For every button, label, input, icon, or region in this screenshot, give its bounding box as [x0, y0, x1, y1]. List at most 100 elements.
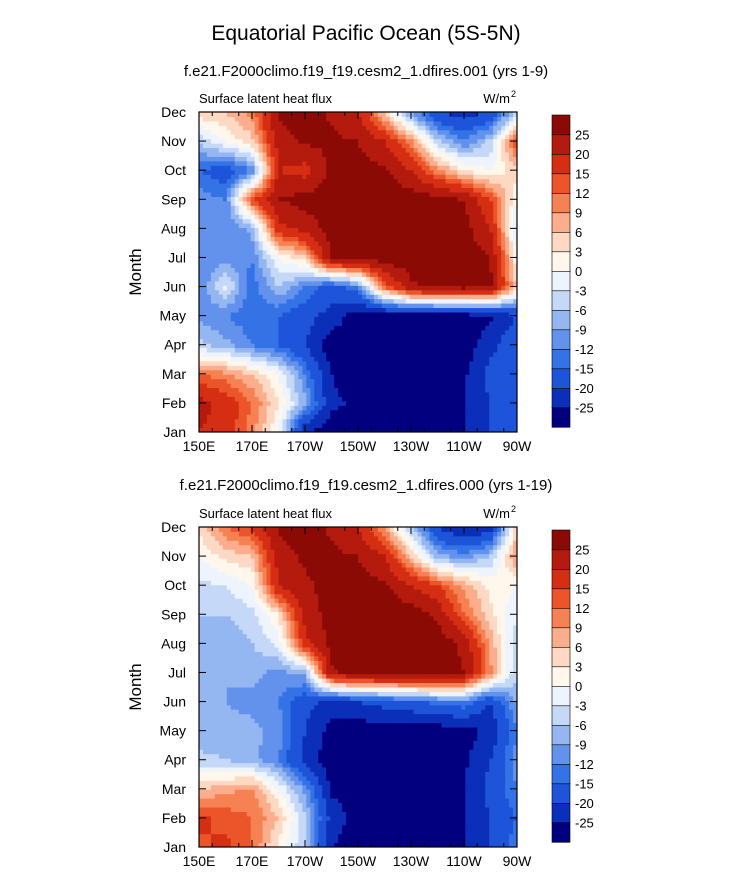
heatmap-cell: [429, 307, 435, 313]
heatmap-cell: [250, 227, 256, 233]
heatmap-cell: [358, 254, 363, 260]
heatmap-cell: [393, 294, 399, 300]
heatmap-cell: [409, 192, 415, 197]
heatmap-cell: [274, 356, 279, 362]
heatmap-cell: [425, 329, 431, 335]
heatmap-cell: [481, 405, 486, 411]
heatmap-cell: [234, 307, 240, 313]
heatmap-cell: [477, 374, 482, 380]
heatmap-cell: [505, 383, 510, 389]
heatmap-cell: [413, 223, 419, 229]
heatmap-cell: [258, 409, 264, 415]
heatmap-cell: [358, 169, 363, 175]
heatmap-cell: [238, 423, 244, 429]
heatmap-cell: [513, 174, 518, 180]
heatmap-cell: [361, 392, 367, 397]
heatmap-cell: [385, 174, 391, 180]
heatmap-cell: [254, 360, 260, 366]
heatmap-cell: [413, 396, 419, 402]
heatmap-cell: [354, 423, 359, 429]
heatmap-cell: [302, 400, 307, 406]
heatmap-cell: [358, 285, 363, 291]
heatmap-cell: [485, 303, 490, 309]
heatmap-cell: [485, 236, 490, 242]
heatmap-cell: [397, 160, 403, 166]
heatmap-cell: [282, 356, 287, 362]
heatmap-cell: [373, 280, 379, 286]
heatmap-cell: [465, 263, 470, 269]
heatmap-cell: [369, 414, 375, 420]
heatmap-cell: [401, 156, 407, 162]
heatmap-cell: [489, 245, 494, 251]
heatmap-cell: [302, 387, 307, 393]
heatmap-cell: [230, 343, 236, 349]
heatmap-cell: [493, 196, 498, 202]
heatmap-cell: [286, 383, 291, 389]
heatmap-cell: [258, 165, 264, 171]
heatmap-cell: [294, 343, 299, 349]
heatmap-cell: [373, 285, 379, 291]
heatmap-cell: [330, 409, 335, 415]
heatmap-cell: [389, 343, 395, 349]
heatmap-cell: [505, 329, 510, 335]
heatmap-cell: [230, 245, 236, 251]
heatmap-cell: [206, 396, 212, 402]
heatmap-cell: [429, 427, 435, 433]
heatmap-cell: [334, 223, 339, 229]
heatmap-cell: [381, 178, 387, 184]
heatmap-cell: [385, 343, 391, 349]
heatmap-cell: [489, 174, 494, 180]
heatmap-cell: [258, 347, 264, 353]
heatmap-cell: [433, 209, 438, 215]
heatmap-cell: [294, 258, 299, 264]
heatmap-cell: [401, 209, 407, 215]
heatmap-cell: [290, 254, 295, 260]
heatmap-cell: [346, 303, 351, 309]
heatmap-cell: [453, 254, 458, 260]
heatmap-cell: [199, 316, 204, 322]
heatmap-cell: [278, 378, 283, 384]
heatmap-cell: [354, 409, 359, 415]
heatmap-cell: [230, 169, 236, 175]
heatmap-cell: [441, 249, 446, 255]
heatmap-cell: [206, 392, 212, 397]
heatmap-cell: [242, 369, 248, 375]
heatmap-cell: [222, 307, 228, 313]
heatmap-cell: [346, 298, 351, 304]
heatmap-cell: [509, 232, 514, 237]
heatmap-cell: [429, 396, 435, 402]
heatmap-cell: [318, 232, 323, 237]
heatmap-cell: [246, 343, 252, 349]
heatmap-cell: [354, 338, 359, 344]
heatmap-cell: [258, 316, 264, 322]
heatmap-cell: [222, 196, 228, 202]
heatmap-cell: [334, 383, 339, 389]
heatmap-cell: [449, 249, 454, 255]
heatmap-cell: [274, 214, 279, 220]
heatmap-cell: [358, 240, 363, 246]
heatmap-cell: [302, 396, 307, 402]
heatmap-cell: [397, 174, 403, 180]
heatmap-cell: [365, 276, 371, 282]
heatmap-cell: [278, 409, 283, 415]
heatmap-cell: [202, 178, 208, 184]
heatmap-cell: [437, 405, 442, 411]
heatmap-cell: [473, 183, 478, 189]
heatmap-cell: [501, 307, 506, 313]
heatmap-cell: [246, 298, 252, 304]
heatmap-cell: [481, 329, 486, 335]
heatmap-cell: [505, 338, 510, 344]
heatmap-cell: [457, 298, 462, 304]
heatmap-cell: [326, 400, 331, 406]
heatmap-cell: [242, 392, 248, 397]
heatmap-cell: [401, 249, 407, 255]
heatmap-cell: [505, 294, 510, 300]
heatmap-cell: [437, 383, 442, 389]
heatmap-cell: [294, 418, 299, 424]
heatmap-cell: [286, 232, 291, 237]
heatmap-cell: [509, 165, 514, 171]
heatmap-cell: [254, 427, 260, 433]
heatmap-cell: [405, 187, 411, 193]
heatmap-cell: [417, 254, 423, 260]
